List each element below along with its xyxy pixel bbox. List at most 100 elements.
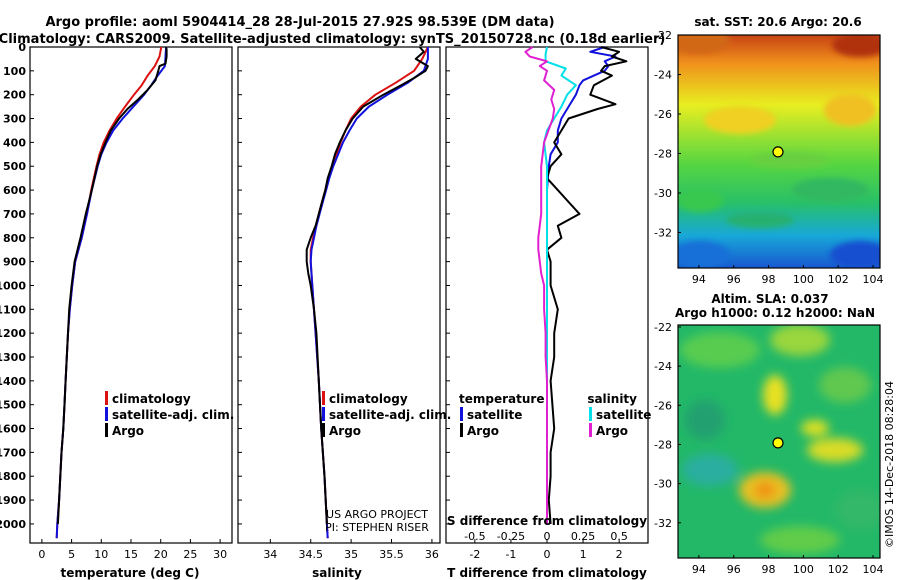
depth-tick-label: 1400 (0, 375, 26, 388)
map-lon-label: 102 (828, 273, 849, 286)
map-lat-label: -30 (654, 478, 672, 491)
sla-map-title-line-2: Argo h1000: 0.12 h2000: NaN (675, 306, 875, 320)
sst-map-texture (678, 35, 880, 268)
x-tick-label: 35 (344, 548, 358, 561)
salinity-plot-frame (237, 46, 441, 544)
depth-tick-label: 300 (3, 113, 26, 126)
legend-swatch-climatology (322, 391, 325, 405)
legend-label-s-satellite: satellite (596, 408, 651, 422)
depth-tick-label: 1000 (0, 279, 26, 292)
depth-tick-label: 1900 (0, 494, 26, 507)
series-line-argo (305, 46, 429, 524)
depth-tick-label: 200 (3, 89, 26, 102)
temperature-panel: 0100200300400500600700800900100011001200… (0, 41, 450, 580)
series-line-s-satellite (543, 46, 577, 524)
map-lat-label: -32 (654, 226, 672, 239)
map-lon-label: 102 (828, 563, 849, 576)
s-tick-label: 0 (544, 530, 551, 543)
salinity-legend: climatology satellite-adj. clim. Argo (322, 391, 451, 438)
map-lon-label: 104 (863, 273, 884, 286)
difference-legend-temperature: temperature satellite Argo (459, 392, 544, 438)
x-tick-label: 35.5 (379, 548, 404, 561)
legend-label-argo: Argo (329, 424, 361, 438)
series-line-satellite-adj-clim- (309, 47, 429, 539)
sla-map-panel: Altim. SLA: 0.037 Argo h1000: 0.12 h2000… (654, 292, 884, 576)
depth-tick-label: 1300 (0, 351, 26, 364)
depth-tick-label: 900 (3, 256, 26, 269)
map-lat-label: -30 (654, 187, 672, 200)
sla-map-frame (677, 324, 881, 559)
map-lon-label: 96 (727, 273, 741, 286)
project-annotation-line-2: PI: STEPHEN RISER (325, 521, 429, 534)
depth-tick-label: 1200 (0, 327, 26, 340)
legend-swatch-argo (105, 423, 108, 437)
s-tick-label: -0.25 (497, 530, 525, 543)
map-lon-label: 104 (863, 563, 884, 576)
series-line-t-argo (546, 46, 628, 524)
x-tick-label: 1 (580, 548, 587, 561)
difference-panel: -2 -1 0 1 2 -0.5 -0.25 0 0.25 0.5 S difference fr… (445, 46, 651, 580)
x-tick-label: 34 (263, 548, 277, 561)
x-tick-label: 0 (544, 548, 551, 561)
x-tick-label: -1 (505, 548, 516, 561)
x-tick-label: 5 (68, 548, 75, 561)
map-lon-label: 96 (727, 563, 741, 576)
depth-tick-label: 1100 (0, 303, 26, 316)
legend-label-s-argo: Argo (596, 424, 628, 438)
sla-float-marker (772, 437, 784, 449)
s-tick-label: 0.25 (571, 530, 596, 543)
map-lon-label: 98 (762, 563, 776, 576)
legend-swatch-s-satellite (589, 407, 592, 421)
s-tick-label: 0.5 (610, 530, 628, 543)
depth-tick-label: 0 (18, 41, 26, 54)
map-lon-label: 100 (793, 273, 814, 286)
legend-swatch-satellite-adj (322, 407, 325, 421)
series-line-t-satellite (546, 46, 617, 524)
depth-tick-label: 400 (3, 136, 26, 149)
sst-map-panel: sat. SST: 20.6 Argo: 20.6 94 96 98 100 102 10… (654, 15, 884, 286)
depth-tick-label: 500 (3, 160, 26, 173)
depth-tick-label: 1800 (0, 470, 26, 483)
t-difference-xlabel: T difference from climatology (447, 566, 647, 580)
s-difference-label: S difference from climatology (447, 514, 647, 528)
map-lon-label: 94 (692, 273, 706, 286)
x-tick-label: 2 (616, 548, 623, 561)
legend-swatch-t-satellite (460, 407, 463, 421)
x-tick-label: 25 (183, 548, 197, 561)
credit-stamp: ©IMOS 14-Dec-2018 08:28:04 (883, 381, 896, 548)
legend-swatch-climatology (105, 391, 108, 405)
legend-heading-salinity: salinity (587, 392, 637, 406)
x-tick-label: 36 (425, 548, 439, 561)
sla-map-texture (680, 325, 880, 554)
temperature-xlabel: temperature (deg C) (61, 566, 200, 580)
depth-tick-label: 600 (3, 184, 26, 197)
legend-label-t-satellite: satellite (467, 408, 522, 422)
legend-label-argo: Argo (112, 424, 144, 438)
depth-tick-label: 700 (3, 208, 26, 221)
project-annotation-line-1: US ARGO PROJECT (326, 508, 428, 521)
title-line-2: Climatology: CARS2009. Satellite-adjuste… (0, 32, 665, 47)
legend-swatch-s-argo (589, 423, 592, 437)
salinity-panel: 34 34.5 35 35.5 36 salinity climatology sate… (237, 46, 451, 580)
map-lat-label: -22 (654, 29, 672, 42)
depth-tick-label: 1600 (0, 423, 26, 436)
map-lon-label: 98 (762, 273, 776, 286)
map-lon-label: 94 (692, 563, 706, 576)
legend-swatch-satellite-adj (105, 407, 108, 421)
map-lat-label: -24 (654, 68, 672, 81)
legend-label-climatology: climatology (329, 392, 408, 406)
legend-label-climatology: climatology (112, 392, 191, 406)
map-lat-label: -26 (654, 399, 672, 412)
x-tick-label: 20 (154, 548, 168, 561)
sst-float-marker (772, 146, 784, 158)
map-lat-label: -28 (654, 147, 672, 160)
series-line-satellite-adj-clim- (55, 46, 168, 539)
x-tick-label: 15 (124, 548, 138, 561)
map-lat-label: -24 (654, 360, 672, 373)
legend-swatch-argo (322, 423, 325, 437)
map-lat-label: -32 (654, 517, 672, 530)
legend-label-satellite-adj: satellite-adj. clim. (329, 408, 451, 422)
sst-map-title: sat. SST: 20.6 Argo: 20.6 (694, 15, 861, 29)
depth-tick-label: 800 (3, 232, 26, 245)
